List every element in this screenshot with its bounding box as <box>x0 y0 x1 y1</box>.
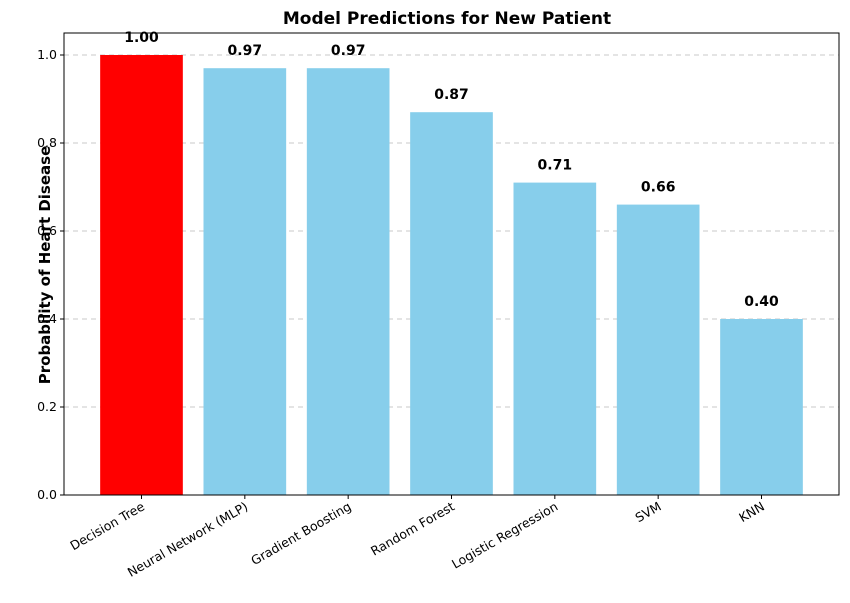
bars-group <box>100 55 803 495</box>
x-tick-label: KNN <box>736 499 767 525</box>
bar-value-label: 0.40 <box>744 294 779 310</box>
bar-value-label: 0.97 <box>228 43 263 59</box>
bar <box>410 112 493 495</box>
y-tick-label: 0.0 <box>37 487 57 502</box>
bar <box>720 319 803 495</box>
x-tick-label: SVM <box>633 499 664 526</box>
x-tick-label: Logistic Regression <box>449 499 560 572</box>
bar <box>203 68 287 495</box>
bar-value-label: 0.66 <box>641 180 676 196</box>
bar <box>513 182 597 495</box>
x-tick-label: Decision Tree <box>67 498 147 553</box>
bar-value-label: 1.00 <box>124 30 159 46</box>
y-tick-label: 1.0 <box>37 47 57 62</box>
y-tick-label: 0.2 <box>37 399 57 414</box>
chart-title: Model Predictions for New Patient <box>283 9 611 29</box>
y-tick-label: 0.6 <box>37 223 57 238</box>
bar <box>100 55 183 495</box>
bar <box>306 68 390 495</box>
bar-value-label: 0.87 <box>434 87 469 103</box>
y-tick-label: 0.8 <box>37 135 57 150</box>
bar-value-label: 0.71 <box>538 158 573 174</box>
data-labels: 1.00 0.97 0.97 0.87 0.71 0.66 0.40 <box>124 30 779 310</box>
y-axis-ticks: 0.0 0.2 0.4 0.6 0.8 1.0 <box>37 47 64 502</box>
y-axis-label: Probability of Heart Disease <box>36 146 54 385</box>
bar <box>616 204 700 495</box>
bar-value-label: 0.97 <box>331 43 366 59</box>
y-tick-label: 0.4 <box>37 311 57 326</box>
x-tick-label: Gradient Boosting <box>248 499 353 568</box>
x-tick-label: Random Forest <box>368 499 457 559</box>
